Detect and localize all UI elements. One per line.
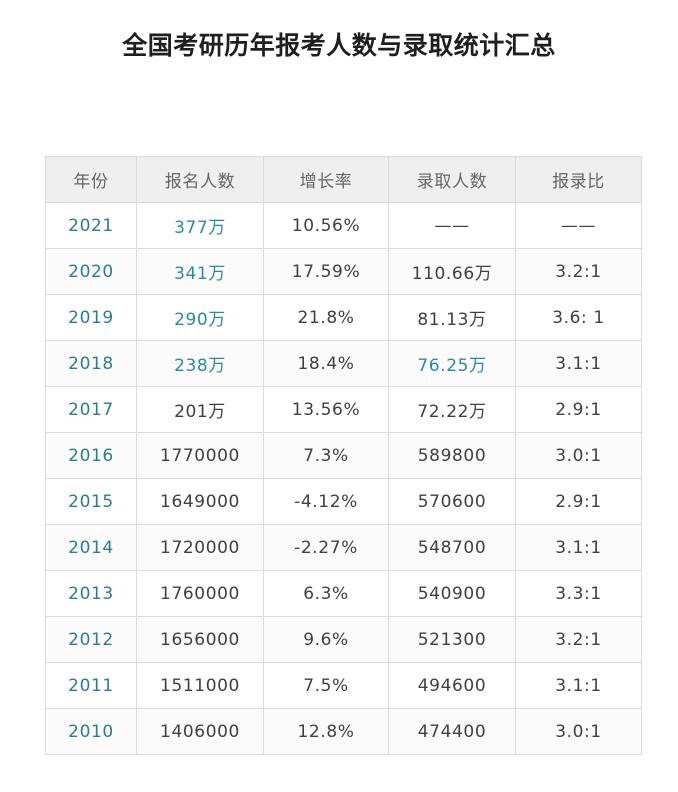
cell-admitted: 110.66万 — [388, 248, 516, 295]
cell-ratio: 3.3:1 — [515, 570, 642, 617]
cell-growth: 18.4% — [263, 340, 389, 387]
cell-year: 2016 — [45, 432, 137, 479]
page-title: 全国考研历年报考人数与录取统计汇总 — [122, 31, 556, 60]
table-row: 2012 1656000 9.6% 521300 3.2:1 — [45, 616, 642, 663]
cell-admitted: —— — [388, 202, 516, 249]
cell-admitted: 540900 — [388, 570, 516, 617]
cell-growth: 13.56% — [263, 386, 389, 433]
cell-year: 2014 — [45, 524, 137, 571]
header-admitted: 录取人数 — [388, 156, 516, 203]
cell-growth: 6.3% — [263, 570, 389, 617]
cell-ratio: 3.2:1 — [515, 248, 642, 295]
cell-year: 2010 — [45, 708, 137, 755]
cell-ratio: —— — [515, 202, 642, 249]
header-growth: 增长率 — [263, 156, 389, 203]
table-row: 2018 238万 18.4% 76.25万 3.1:1 — [45, 340, 642, 387]
cell-applicants: 1406000 — [136, 708, 264, 755]
table-row: 2017 201万 13.56% 72.22万 2.9:1 — [45, 386, 642, 433]
cell-year: 2020 — [45, 248, 137, 295]
cell-growth: -4.12% — [263, 478, 389, 525]
cell-ratio: 3.0:1 — [515, 708, 642, 755]
cell-growth: 21.8% — [263, 294, 389, 341]
cell-admitted: 81.13万 — [388, 294, 516, 341]
cell-applicants: 238万 — [136, 340, 264, 387]
cell-year: 2011 — [45, 662, 137, 709]
cell-applicants: 341万 — [136, 248, 264, 295]
cell-applicants: 1720000 — [136, 524, 264, 571]
cell-year: 2012 — [45, 616, 137, 663]
table-row: 2011 1511000 7.5% 494600 3.1:1 — [45, 662, 642, 709]
table-header-row: 年份 报名人数 增长率 录取人数 报录比 — [45, 156, 642, 203]
cell-ratio: 3.1:1 — [515, 340, 642, 387]
cell-growth: 7.5% — [263, 662, 389, 709]
cell-year: 2018 — [45, 340, 137, 387]
cell-growth: 12.8% — [263, 708, 389, 755]
cell-applicants: 1649000 — [136, 478, 264, 525]
cell-admitted: 72.22万 — [388, 386, 516, 433]
table-row: 2013 1760000 6.3% 540900 3.3:1 — [45, 570, 642, 617]
table-row: 2015 1649000 -4.12% 570600 2.9:1 — [45, 478, 642, 525]
cell-year: 2021 — [45, 202, 137, 249]
table-row: 2014 1720000 -2.27% 548700 3.1:1 — [45, 524, 642, 571]
cell-growth: -2.27% — [263, 524, 389, 571]
cell-ratio: 2.9:1 — [515, 478, 642, 525]
table-row: 2019 290万 21.8% 81.13万 3.6: 1 — [45, 294, 642, 341]
cell-growth: 10.56% — [263, 202, 389, 249]
cell-year: 2015 — [45, 478, 137, 525]
cell-applicants: 377万 — [136, 202, 264, 249]
cell-admitted: 474400 — [388, 708, 516, 755]
cell-admitted: 570600 — [388, 478, 516, 525]
stats-table: 年份 报名人数 增长率 录取人数 报录比 2021 377万 10.56% ——… — [45, 156, 642, 755]
table-row: 2010 1406000 12.8% 474400 3.0:1 — [45, 708, 642, 755]
cell-applicants: 1656000 — [136, 616, 264, 663]
cell-ratio: 3.0:1 — [515, 432, 642, 479]
cell-admitted: 76.25万 — [388, 340, 516, 387]
cell-ratio: 3.1:1 — [515, 524, 642, 571]
cell-growth: 17.59% — [263, 248, 389, 295]
cell-applicants: 1770000 — [136, 432, 264, 479]
header-applicants: 报名人数 — [136, 156, 264, 203]
cell-admitted: 548700 — [388, 524, 516, 571]
cell-growth: 9.6% — [263, 616, 389, 663]
cell-ratio: 3.1:1 — [515, 662, 642, 709]
table-row: 2021 377万 10.56% —— —— — [45, 202, 642, 249]
cell-applicants: 290万 — [136, 294, 264, 341]
cell-admitted: 589800 — [388, 432, 516, 479]
table-row: 2016 1770000 7.3% 589800 3.0:1 — [45, 432, 642, 479]
cell-year: 2017 — [45, 386, 137, 433]
table-row: 2020 341万 17.59% 110.66万 3.2:1 — [45, 248, 642, 295]
header-year: 年份 — [45, 156, 137, 203]
cell-applicants: 1511000 — [136, 662, 264, 709]
cell-ratio: 3.6: 1 — [515, 294, 642, 341]
cell-growth: 7.3% — [263, 432, 389, 479]
cell-year: 2019 — [45, 294, 137, 341]
cell-ratio: 2.9:1 — [515, 386, 642, 433]
cell-year: 2013 — [45, 570, 137, 617]
cell-ratio: 3.2:1 — [515, 616, 642, 663]
cell-admitted: 521300 — [388, 616, 516, 663]
header-ratio: 报录比 — [515, 156, 642, 203]
cell-applicants: 201万 — [136, 386, 264, 433]
cell-admitted: 494600 — [388, 662, 516, 709]
cell-applicants: 1760000 — [136, 570, 264, 617]
